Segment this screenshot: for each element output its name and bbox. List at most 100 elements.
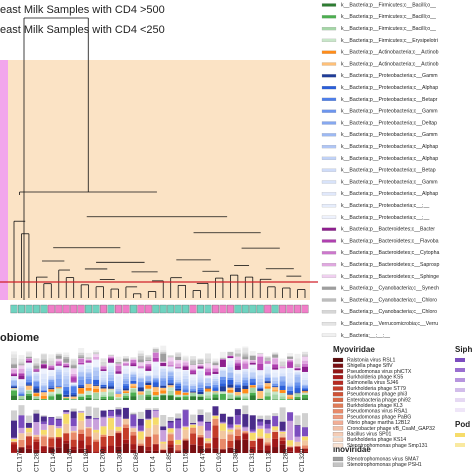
- composition-segment: [55, 438, 62, 448]
- composition-segment: [11, 388, 17, 389]
- composition-segment: [242, 396, 249, 399]
- composition-segment: [18, 447, 25, 453]
- composition-segment: [302, 356, 308, 361]
- composition-segment: [137, 368, 144, 373]
- composition-segment: [122, 385, 129, 389]
- composition-segment: [294, 373, 301, 375]
- composition-segment: [167, 420, 174, 423]
- composition-segment: [302, 386, 308, 388]
- legend-swatch: [332, 403, 344, 408]
- composition-segment: [227, 431, 234, 435]
- composition-segment: [33, 413, 40, 423]
- composition-segment: [264, 392, 271, 397]
- composition-segment: [40, 359, 47, 361]
- composition-segment: [55, 394, 62, 400]
- composition-segment: [63, 398, 70, 400]
- composition-segment: [108, 355, 114, 356]
- composition-segment: [70, 381, 77, 383]
- sample-tile: [226, 304, 234, 314]
- composition-segment: [18, 375, 25, 380]
- composition-segment: [100, 383, 107, 385]
- composition-segment: [279, 444, 286, 453]
- composition-segment: [152, 444, 159, 451]
- composition-segment: [100, 398, 107, 400]
- composition-segment: [160, 390, 167, 394]
- composition-segment: [55, 374, 62, 379]
- composition-segment: [264, 366, 271, 370]
- composition-segment: [294, 363, 301, 365]
- composition-segment: [18, 427, 25, 434]
- composition-segment: [11, 380, 17, 385]
- composition-segment: [205, 382, 211, 386]
- composition-segment: [264, 444, 271, 446]
- composition-segment: [227, 447, 234, 453]
- sample-tile: [197, 304, 204, 314]
- composition-segment: [18, 355, 25, 359]
- composition-segment: [160, 362, 167, 367]
- composition-segment: [40, 382, 47, 385]
- composition-segment: [18, 399, 25, 400]
- composition-segment: [279, 430, 286, 432]
- composition-segment: [145, 382, 152, 385]
- composition-segment: [264, 357, 271, 361]
- composition-segment: [108, 389, 114, 393]
- composition-segment: [190, 391, 197, 393]
- composition-segment: [11, 441, 17, 443]
- legend-label: k__Bacteria;p__Bacteroidetes;c__Flavoba: [341, 238, 439, 244]
- legend-swatch: [332, 414, 344, 420]
- composition-segment: [257, 439, 264, 450]
- composition-segment: [205, 398, 211, 400]
- composition-segment: [70, 359, 77, 361]
- composition-segment: [234, 396, 241, 398]
- composition-segment: [219, 379, 226, 384]
- composition-segment: [160, 345, 167, 351]
- legend-label: k__Bacteria;p__Proteobacteria;c__Betap: [341, 168, 436, 174]
- composition-segment: [294, 446, 301, 453]
- composition-segment: [294, 382, 301, 386]
- composition-segment: [167, 355, 174, 357]
- legend-label: k__Bacteria;p__Proteobacteria;c__Alphap: [341, 191, 438, 197]
- composition-segment: [264, 381, 271, 384]
- composition-segment: [63, 367, 70, 372]
- composition-segment: [302, 413, 308, 428]
- composition-segment: [70, 386, 77, 393]
- composition-segment: [287, 356, 294, 359]
- composition-segment: [70, 431, 77, 433]
- composition-segment: [160, 380, 167, 386]
- legend-label: Shigella phage SfIV: [347, 363, 393, 369]
- composition-segment: [78, 362, 85, 365]
- sample-label: CTL473: [199, 448, 206, 472]
- composition-segment: [145, 368, 152, 371]
- composition-segment: [190, 356, 197, 360]
- composition-segment: [33, 393, 40, 397]
- sample-tile: [212, 304, 219, 314]
- composition-segment: [242, 369, 249, 372]
- composition-segment: [272, 390, 279, 392]
- composition-segment: [272, 363, 279, 365]
- composition-segment: [48, 364, 55, 365]
- composition-segment: [93, 451, 100, 453]
- composition-segment: [160, 441, 167, 444]
- composition-segment: [249, 431, 256, 433]
- composition-segment: [137, 425, 144, 431]
- composition-segment: [175, 379, 182, 382]
- composition-segment: [190, 370, 197, 374]
- composition-segment: [115, 414, 122, 417]
- composition-segment: [85, 360, 92, 363]
- composition-segment: [287, 355, 294, 357]
- composition-segment: [108, 374, 114, 378]
- composition-segment: [93, 350, 100, 352]
- composition-segment: [197, 359, 204, 363]
- composition-segment: [212, 437, 219, 449]
- composition-segment: [115, 371, 122, 374]
- composition-segment: [249, 376, 256, 379]
- legend-swatch: [332, 386, 344, 391]
- composition-segment: [197, 364, 204, 367]
- legend-label: k__Bacteria;p__Actinobacteria;c__Actinob: [341, 61, 439, 67]
- composition-segment: [227, 358, 234, 361]
- composition-segment: [145, 436, 152, 447]
- composition-segment: [11, 444, 17, 453]
- composition-segment: [85, 371, 92, 373]
- composition-segment: [249, 360, 256, 361]
- composition-segment: [182, 410, 189, 426]
